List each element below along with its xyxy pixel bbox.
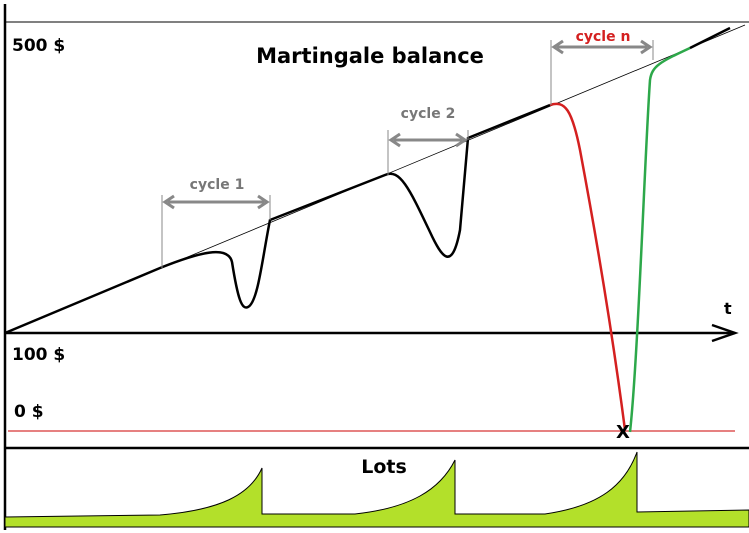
title: Martingale balance: [256, 44, 484, 68]
time-arrow: [711, 323, 739, 343]
top-label: 500 $: [12, 36, 65, 56]
zero-label: 0 $: [14, 402, 44, 422]
balance-curve: [4, 103, 551, 335]
losing-streak: [549, 102, 627, 431]
cycle-markers: [161, 39, 654, 268]
cycle-label: cycle 2: [401, 106, 456, 122]
lots-area: [4, 451, 749, 528]
mid-label: 100 $: [12, 345, 65, 365]
cycle-label: cycle 1: [190, 177, 245, 193]
ruin-marker: X: [616, 422, 630, 443]
time-label: t: [724, 299, 732, 318]
cycle-label: cycle n: [576, 29, 631, 45]
balance-curve-end: [689, 26, 731, 50]
lots-title: Lots: [361, 456, 407, 478]
recovery: [628, 46, 691, 433]
